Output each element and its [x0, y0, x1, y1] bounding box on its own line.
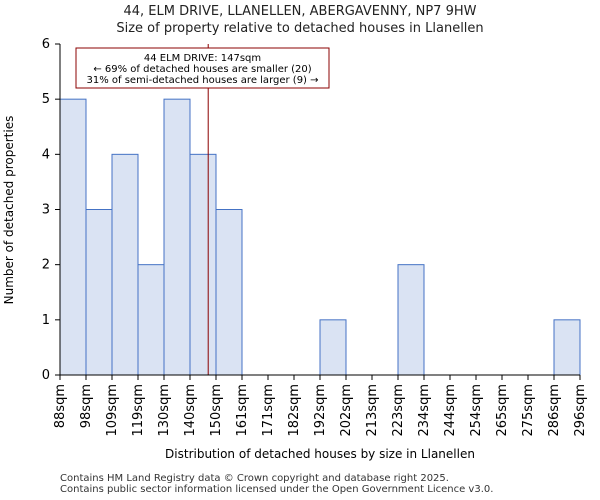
histogram-bar: [215, 209, 243, 376]
y-tick-label: 1: [42, 313, 50, 328]
annotation-line-3: 31% of semi-detached houses are larger (…: [86, 75, 318, 86]
histogram-bar: [189, 153, 217, 376]
histogram-bar: [319, 319, 347, 376]
histogram-bar: [85, 209, 113, 376]
histogram-bar: [163, 98, 191, 376]
histogram-bar: [111, 153, 139, 376]
chart-title: Size of property relative to detached ho…: [116, 21, 484, 36]
x-tick-label: 202sqm: [339, 384, 354, 437]
x-tick-label: 182sqm: [287, 384, 302, 437]
x-tick-label: 244sqm: [443, 384, 458, 437]
x-tick-label: 286sqm: [547, 384, 562, 437]
x-tick-label: 140sqm: [183, 384, 198, 437]
chart-title-address: 44, ELM DRIVE, LLANELLEN, ABERGAVENNY, N…: [123, 4, 477, 19]
x-tick-label: 275sqm: [521, 384, 536, 437]
x-tick-label: 130sqm: [157, 384, 172, 437]
annotation-box: 44 ELM DRIVE: 147sqm ← 69% of detached h…: [75, 47, 330, 89]
footer-licence: Contains public sector information licen…: [60, 484, 494, 495]
x-tick-label: 109sqm: [105, 384, 120, 437]
x-tick-label: 161sqm: [235, 384, 250, 437]
x-tick-label: 88sqm: [53, 384, 68, 428]
x-tick-label: 150sqm: [209, 384, 224, 437]
histogram-chart: 0 1 2 3 4 5 6 88sqm 98sqm 109sqm 119sqm 130sqm 140sq…: [2, 37, 588, 461]
y-tick-label: 2: [42, 258, 50, 273]
histogram-bar: [553, 319, 581, 376]
x-tick-label: 254sqm: [469, 384, 484, 437]
x-tick-label: 119sqm: [131, 384, 146, 437]
y-tick-label: 0: [42, 368, 50, 383]
x-axis-label: Distribution of detached houses by size …: [165, 447, 475, 461]
x-tick-label: 265sqm: [495, 384, 510, 437]
x-tick-label: 223sqm: [391, 384, 406, 437]
x-tick-label: 234sqm: [417, 384, 432, 437]
histogram-bar: [59, 98, 87, 376]
x-tick-label: 192sqm: [313, 384, 328, 437]
y-tick-label: 6: [42, 37, 50, 52]
histogram-bar: [397, 264, 425, 376]
x-tick-label: 171sqm: [261, 384, 276, 437]
annotation-line-1: 44 ELM DRIVE: 147sqm: [144, 53, 261, 64]
histogram-bar: [137, 264, 165, 376]
annotation-line-2: ← 69% of detached houses are smaller (20…: [93, 64, 311, 75]
x-tick-label: 98sqm: [79, 384, 94, 428]
x-tick-label: 296sqm: [573, 384, 588, 437]
y-tick-label: 4: [42, 147, 50, 162]
footer-copyright: Contains HM Land Registry data © Crown c…: [60, 473, 449, 484]
y-tick-label: 3: [42, 203, 50, 218]
y-axis-label: Number of detached properties: [2, 116, 16, 305]
x-tick-label: 213sqm: [365, 384, 380, 437]
y-tick-label: 5: [42, 92, 50, 107]
